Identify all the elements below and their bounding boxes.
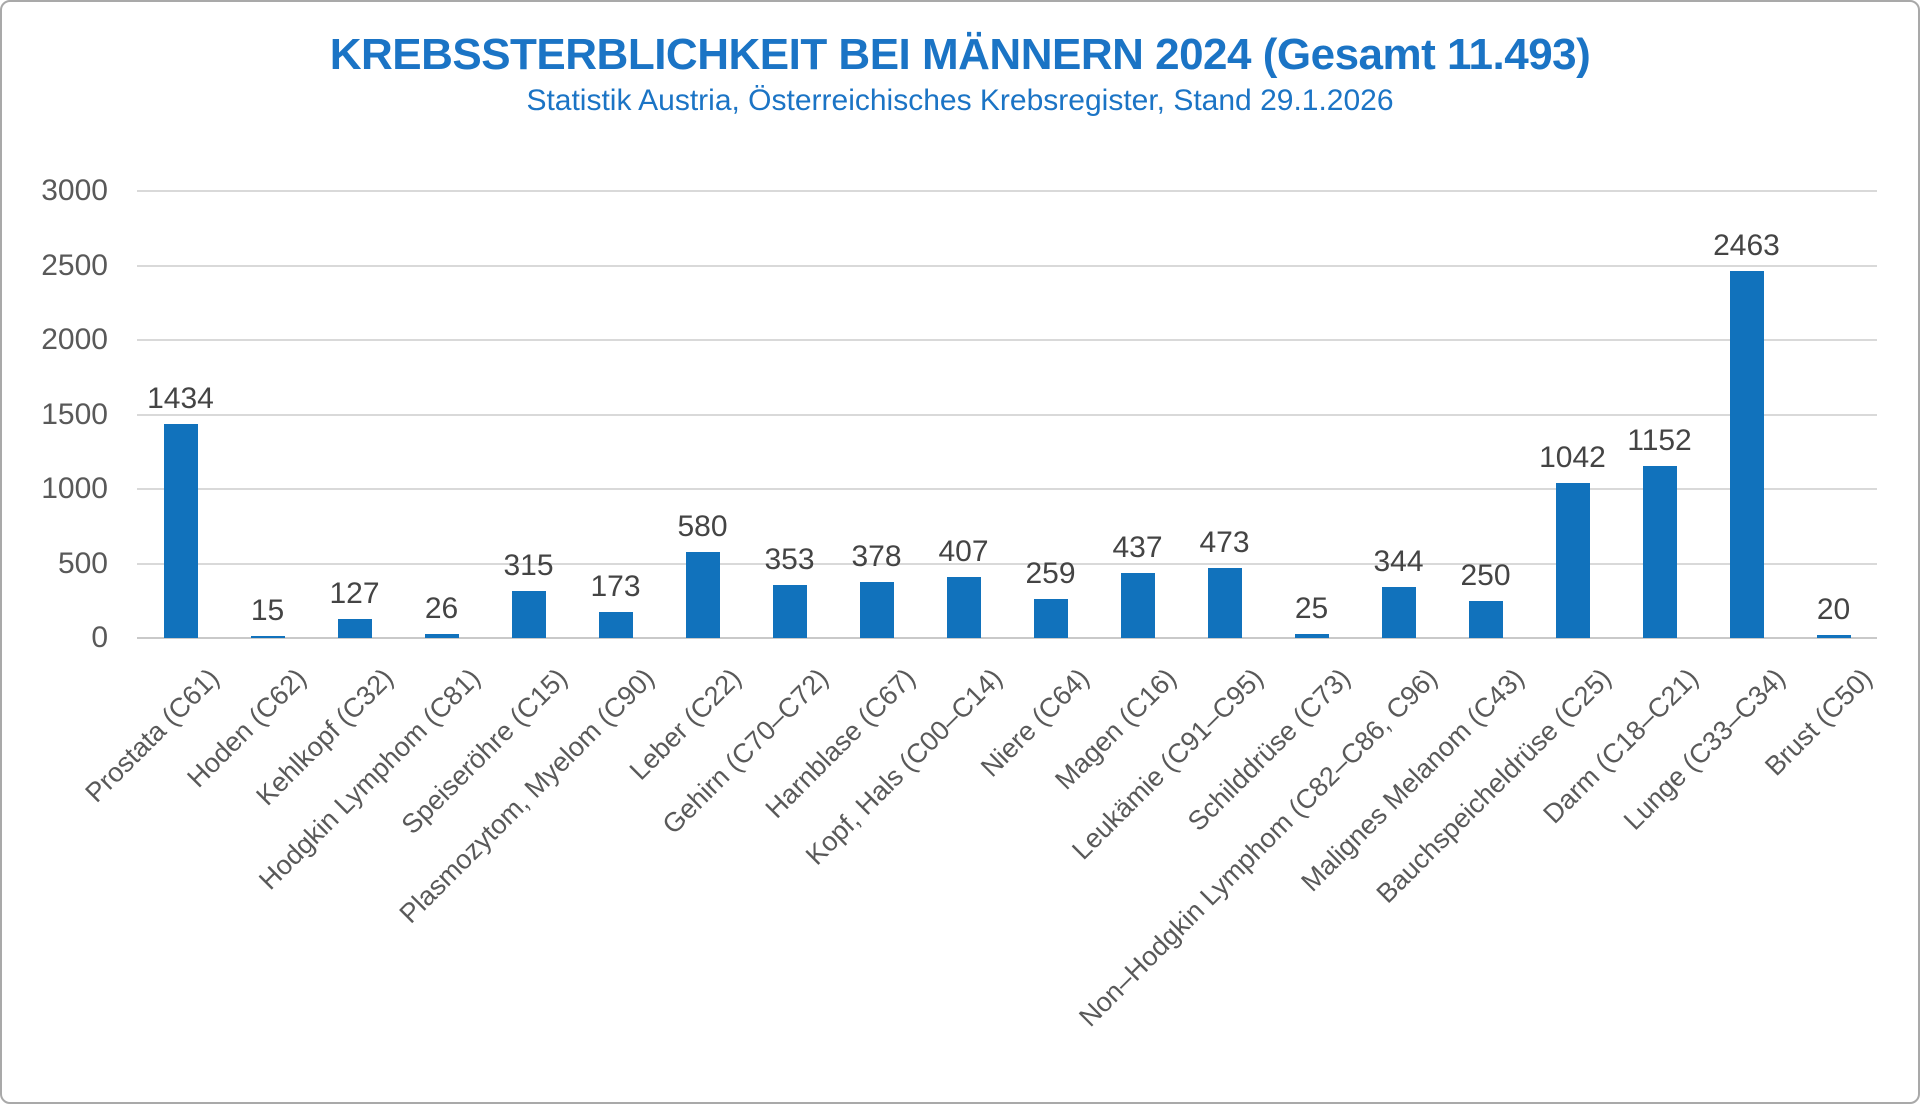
bar-value-label: 437: [1112, 530, 1163, 564]
gridline: [137, 637, 1877, 639]
bar-value-label: 2463: [1713, 229, 1780, 262]
bar-value-label: 1042: [1539, 440, 1606, 474]
bar-value-label: 26: [424, 592, 459, 626]
bar-value-label: 1152: [1627, 424, 1692, 458]
y-tick-label: 2000: [41, 323, 108, 356]
bar: [250, 635, 285, 638]
bar-value-label: 250: [1460, 558, 1511, 592]
bar: [685, 551, 720, 638]
chart-title: KREBSSTERBLICHKEIT BEI MÄNNERN 2024 (Ges…: [329, 30, 1591, 79]
bar: [598, 612, 633, 638]
bar: [859, 581, 894, 638]
bar-value-label: 315: [503, 549, 554, 583]
gridline: [137, 264, 1877, 267]
y-tick-label: 2500: [41, 248, 108, 282]
bar: [772, 585, 807, 638]
chart-subtitle: Statistik Austria, Österreichisches Kreb…: [526, 84, 1394, 117]
gridline: [137, 562, 1877, 565]
y-tick-label: 1000: [41, 472, 108, 505]
bar-value-label: 259: [1025, 557, 1076, 591]
bar-value-label: 473: [1199, 525, 1250, 559]
bar-value-label: 20: [1816, 593, 1851, 627]
bar-value-label: 353: [764, 543, 815, 577]
bar: [1033, 599, 1068, 638]
bar-value-label: 378: [851, 539, 902, 573]
y-tick-label: 0: [91, 621, 108, 654]
y-tick-label: 1500: [41, 397, 108, 431]
bar: [337, 619, 372, 638]
gridline: [137, 413, 1877, 416]
y-tick-label: 500: [57, 546, 108, 580]
bar: [511, 591, 546, 638]
bar: [1294, 634, 1329, 638]
bar-value-label: 173: [590, 570, 641, 604]
bar-value-label: 407: [938, 535, 989, 569]
bar: [1555, 482, 1590, 638]
y-tick-label: 3000: [41, 174, 108, 207]
bar-value-label: 127: [329, 577, 380, 611]
bar-value-label: 580: [677, 509, 728, 543]
bar: [1120, 572, 1155, 638]
bar: [1729, 271, 1764, 638]
bar: [1468, 600, 1503, 638]
bar-value-label: 15: [250, 593, 285, 627]
bar-value-label: 1434: [147, 382, 214, 416]
bar-value-label: 25: [1294, 592, 1329, 626]
bar: [163, 424, 198, 638]
bar: [424, 634, 459, 638]
gridline: [137, 339, 1877, 341]
bar: [1381, 586, 1416, 638]
bar: [946, 577, 981, 638]
gridline: [137, 488, 1877, 490]
bar-value-label: 344: [1373, 544, 1424, 578]
bar: [1207, 567, 1242, 638]
bar: [1816, 635, 1851, 638]
bar: [1642, 466, 1677, 638]
gridline: [137, 190, 1877, 192]
